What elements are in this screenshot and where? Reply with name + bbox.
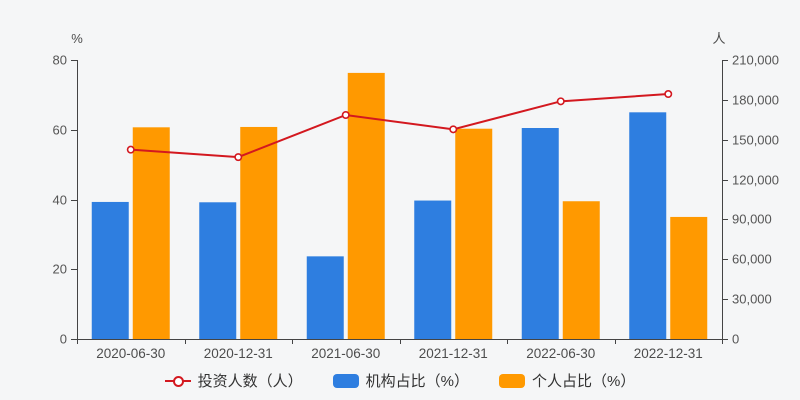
right-axis-tick-label: 90,000	[732, 212, 772, 227]
bar-institutional	[199, 202, 237, 339]
x-axis-category-label: 2020-06-30	[96, 346, 165, 361]
investors-point	[449, 125, 458, 134]
left-axis-tick-label: 80	[53, 53, 67, 68]
right-axis-tick-label: 150,000	[732, 133, 779, 148]
bar-institutional	[306, 256, 344, 339]
bar-individual	[670, 216, 708, 339]
right-axis-tick-label: 60,000	[732, 252, 772, 267]
left-axis-tick-label: 40	[53, 193, 67, 208]
left-axis-tick-label: 0	[60, 332, 67, 347]
investors-point	[126, 145, 135, 154]
legend-item-investors[interactable]: 投资人数（人）	[164, 372, 303, 390]
bar-individual	[347, 72, 385, 339]
left-axis-tick-label: 20	[53, 262, 67, 277]
right-axis-tick-label: 0	[732, 332, 739, 347]
investors-point	[556, 97, 565, 106]
bar-institutional	[629, 112, 667, 339]
legend-item-institutional[interactable]: 机构占比（%）	[332, 372, 469, 390]
x-axis-category-label: 2022-12-31	[634, 346, 703, 361]
investors-point	[234, 153, 243, 162]
bar-institutional	[521, 128, 559, 339]
right-axis-tick-label: 180,000	[732, 93, 779, 108]
right-axis-unit-label: 人	[712, 31, 725, 46]
investors-line	[130, 93, 669, 159]
line-marker-swatch-icon	[164, 374, 191, 388]
investors-point	[664, 90, 673, 99]
legend: 投资人数（人） 机构占比（%） 个人占比（%）	[0, 366, 800, 396]
bar-individual	[455, 128, 493, 339]
bar-individual	[240, 126, 278, 340]
individual-swatch-icon	[499, 374, 525, 388]
investors-point	[341, 111, 350, 120]
hollow-circle-icon	[172, 376, 184, 387]
x-axis-category-label: 2021-12-31	[419, 346, 488, 361]
right-axis-tick-label: 210,000	[732, 53, 779, 68]
legend-label-investors: 投资人数（人）	[197, 372, 303, 390]
legend-label-institutional: 机构占比（%）	[365, 372, 469, 390]
legend-item-individual[interactable]: 个人占比（%）	[499, 374, 635, 389]
x-axis-category-label: 2021-06-30	[311, 346, 380, 361]
left-axis-unit-label: %	[71, 31, 83, 46]
right-axis-tick-label: 120,000	[732, 173, 779, 188]
bar-individual	[562, 201, 600, 339]
bar-individual	[132, 127, 170, 339]
bar-institutional	[414, 200, 452, 339]
bar-institutional	[91, 201, 129, 339]
right-axis-tick-label: 30,000	[732, 292, 772, 307]
x-axis-category-label: 2022-06-30	[526, 346, 595, 361]
x-axis-category-label: 2020-12-31	[204, 346, 273, 361]
institutional-swatch-icon	[332, 374, 359, 388]
left-axis-tick-label: 60	[53, 123, 67, 138]
legend-label-individual: 个人占比（%）	[532, 372, 636, 390]
